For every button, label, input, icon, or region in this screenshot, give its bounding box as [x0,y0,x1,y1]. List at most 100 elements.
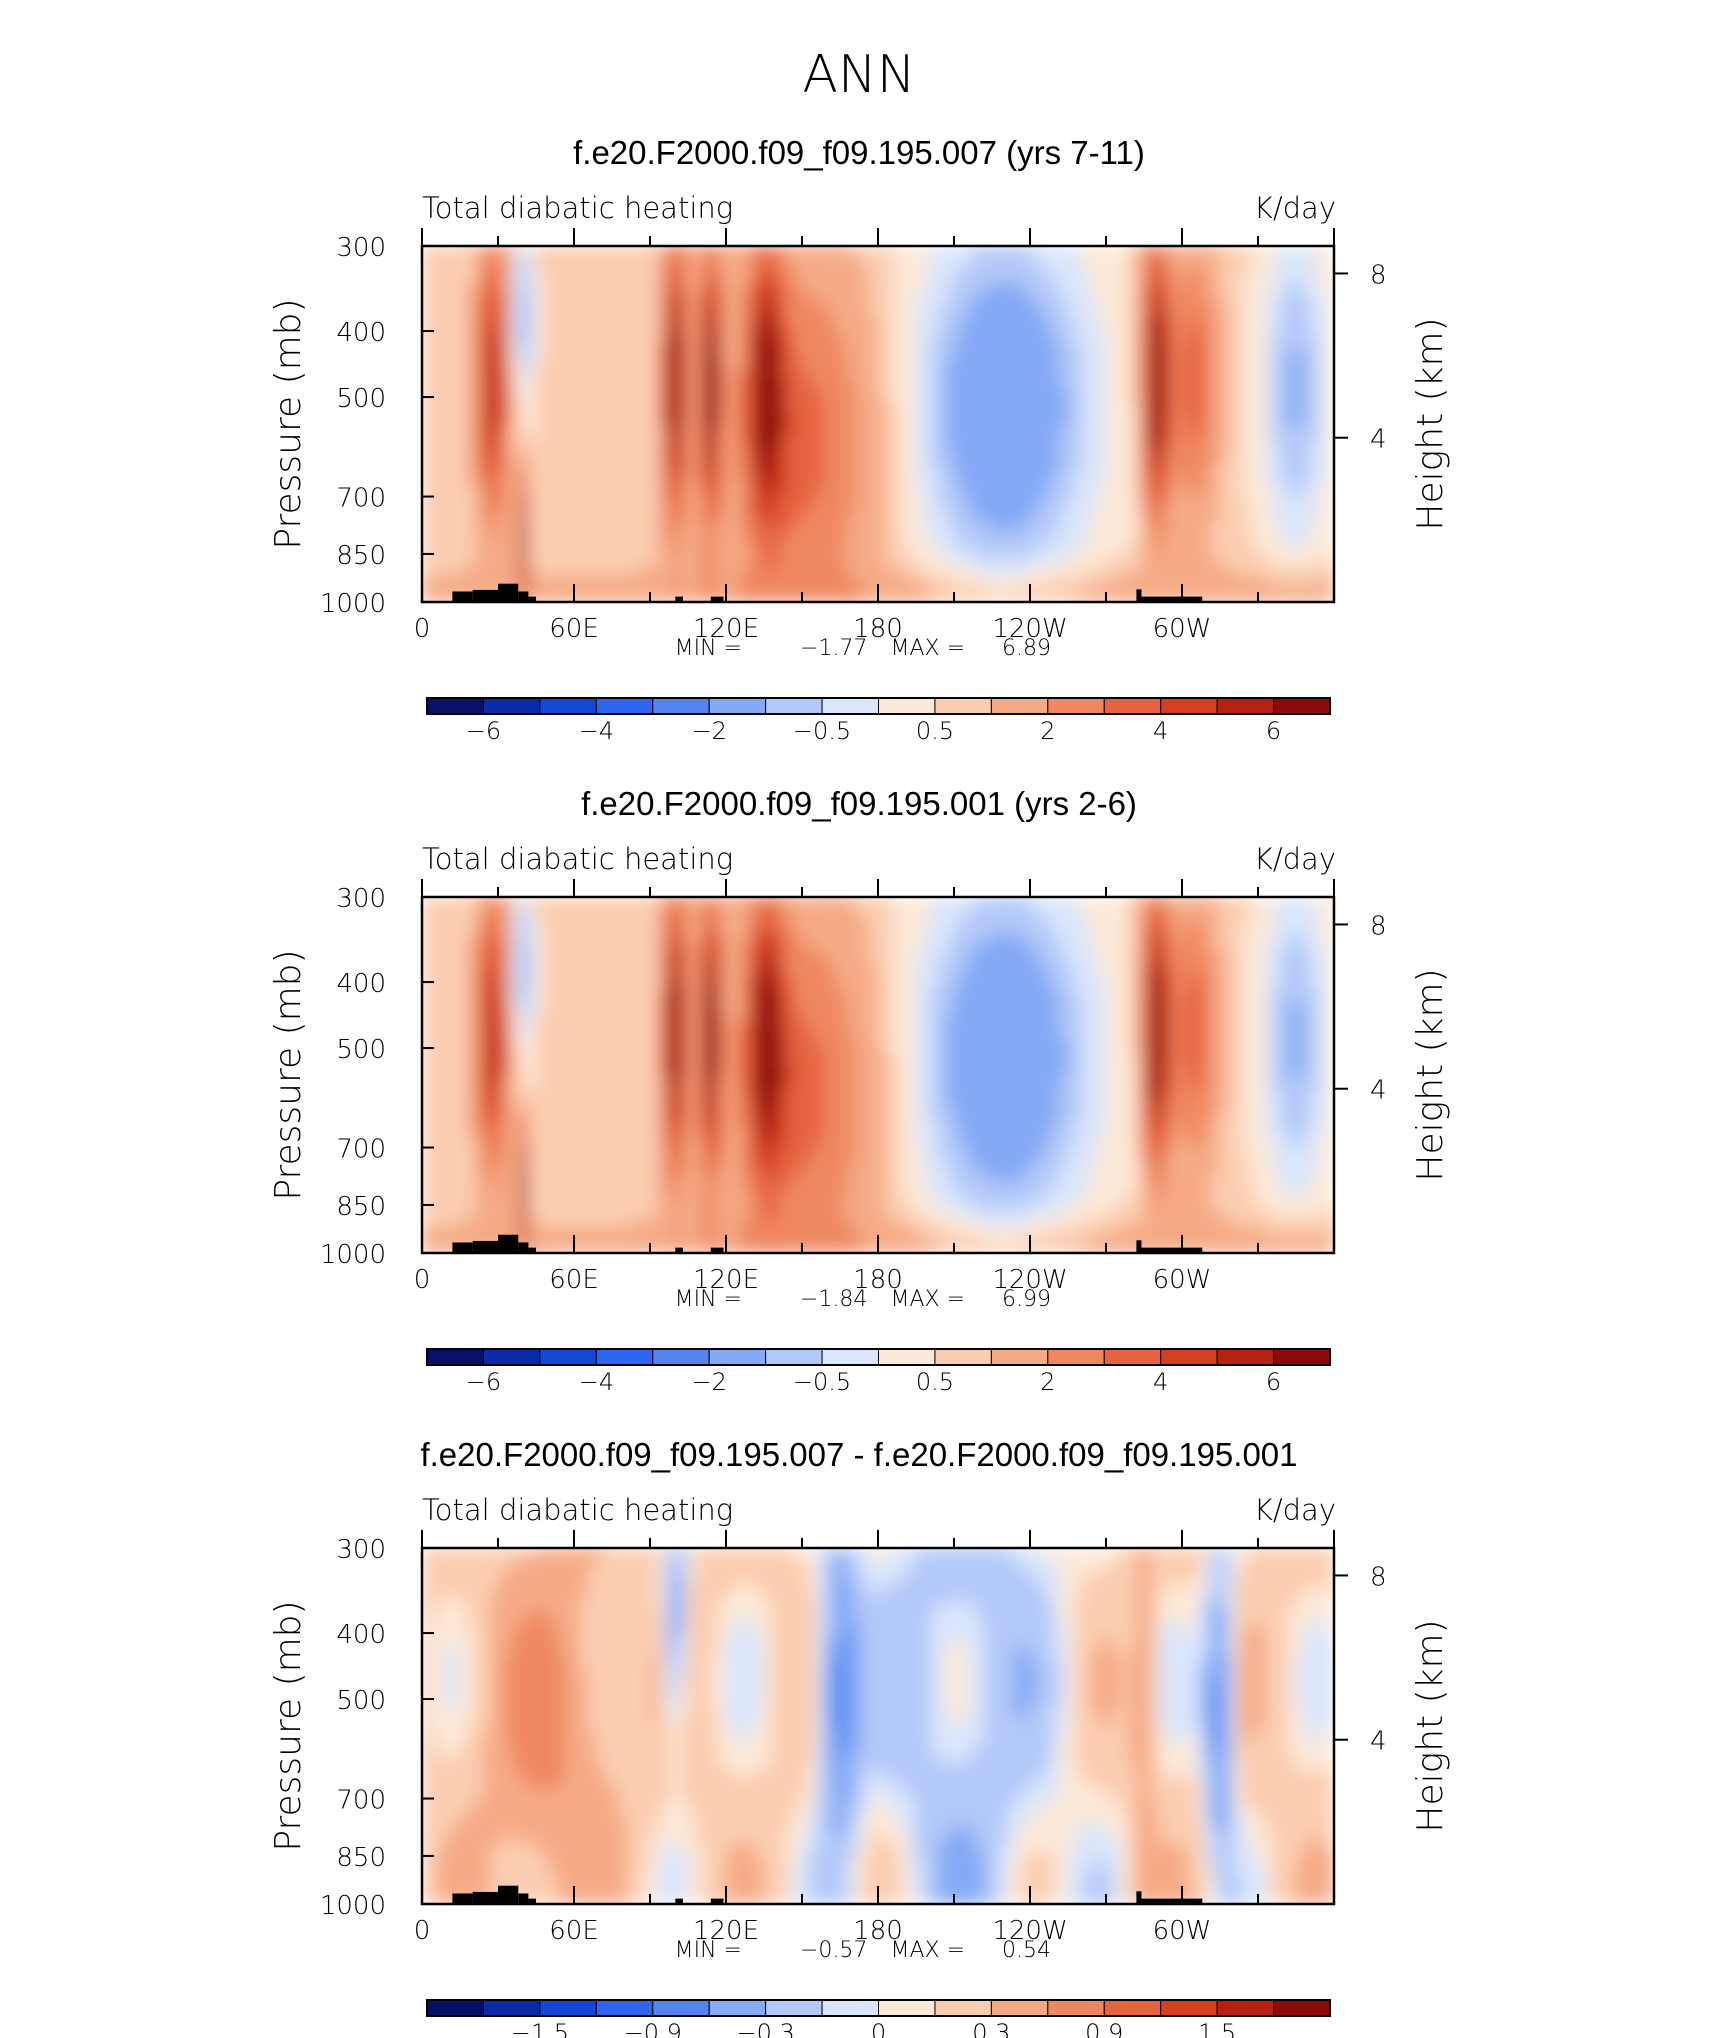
colorbar-label: 6 [1266,717,1281,745]
max-value: 6.99 [1002,1287,1051,1312]
colorbar-swatch [1103,1999,1162,2017]
y-tick-label: 700 [336,1135,386,1165]
x-tick-label: 60E [549,1265,599,1295]
min-label: MIN = [675,1938,742,1963]
y-right-tick-label: 8 [1370,260,1387,290]
topography-mask [675,596,683,602]
colorbar-label: −4 [579,717,614,745]
y-right-tick-label: 8 [1370,1562,1387,1592]
colorbar-swatch [765,1999,823,2017]
heatmap-field [422,246,1334,602]
y-tick-label: 300 [336,1535,386,1565]
y-tick-label: 1000 [320,1240,386,1270]
colorbar-swatch [765,697,823,715]
topography-mask [472,589,498,602]
colorbar-swatch [934,697,992,715]
y-tick-label: 300 [336,884,386,914]
colorbar-swatch [595,697,654,715]
topography-mask [1136,1891,1142,1904]
topography-mask [710,1898,724,1904]
colorbar-swatch [1273,697,1331,715]
colorbar-swatch [1216,1999,1275,2017]
max-value: 6.89 [1002,636,1051,661]
topography-mask [518,1242,529,1253]
colorbar: −6 −4 −2 −0.5 0.5 2 4 6 [426,1348,1331,1396]
colorbar-label: 0.9 [1085,2019,1123,2038]
colorbar-swatch [539,1999,597,2017]
colorbar-label: −0.3 [736,2019,794,2038]
y-right-axis-label: Height (km) [1410,317,1451,530]
colorbar-label: −2 [691,1368,726,1396]
colorbar-swatch [821,1348,879,1366]
topography-mask [528,596,536,602]
colorbar-swatch [1047,1999,1105,2017]
topography-mask [1141,596,1203,602]
x-tick-label: 120E [693,614,759,644]
x-tick-label: 60W [1153,614,1212,644]
colorbar-label: 2 [1040,1368,1055,1396]
panel-left-label: Total diabatic heating [422,191,733,225]
colorbar-label: −6 [466,1368,501,1396]
colorbar-swatch [482,1348,541,1366]
colorbar-label: 2 [1040,717,1055,745]
max-value: 0.54 [1002,1938,1051,1963]
topography-mask [675,1247,683,1253]
colorbar-swatch [595,1999,654,2017]
heatmap-field [422,1548,1334,1904]
colorbar-swatch [1047,697,1105,715]
y-axis-label: Pressure (mb) [268,949,309,1200]
figure-title: ANN [802,45,915,105]
colorbar-swatch [1047,1348,1105,1366]
colorbar-swatch [652,1999,710,2017]
colorbar-swatch [539,697,597,715]
colorbar-label: −6 [466,717,501,745]
topography-mask [1136,589,1142,602]
colorbar-swatch [1103,1348,1162,1366]
min-label: MIN = [675,636,742,661]
colorbar-swatch [1160,1348,1218,1366]
topography-mask [1136,1240,1142,1253]
colorbar-label: 1.5 [1198,2019,1236,2038]
y-tick-label: 700 [336,1786,386,1816]
panel-title: f.e20.F2000.f09_f09.195.007 - f.e20.F200… [420,1436,1297,1473]
colorbar-swatch [878,1348,936,1366]
colorbar-label: 0.5 [916,1368,954,1396]
min-value: −0.57 [800,1938,867,1963]
colorbar-label: −0.5 [793,717,851,745]
colorbar-swatch [990,1999,1049,2017]
y-tick-label: 850 [336,541,386,571]
colorbar-label: −1.5 [511,2019,569,2038]
y-tick-label: 1000 [320,1891,386,1921]
colorbar-frame [426,1999,1331,2017]
max-label: MAX = [890,1287,965,1312]
colorbar-swatch [1160,697,1218,715]
colorbar-swatch [934,1348,992,1366]
y-tick-label: 700 [336,484,386,514]
colorbar-swatch [878,1999,936,2017]
x-tick-label: 120W [992,1265,1067,1295]
x-tick-label: 60W [1153,1265,1212,1295]
topography-mask [518,591,529,602]
y-axis-label: Pressure (mb) [268,298,309,549]
colorbar-swatch [426,697,484,715]
colorbar-swatch [878,697,936,715]
panel-units-label: K/day [1254,191,1336,225]
topography-mask [498,583,519,602]
y-tick-label: 400 [336,1620,386,1650]
topography-mask [452,1242,473,1253]
y-right-tick-label: 4 [1370,1727,1387,1757]
x-tick-label: 120E [693,1916,759,1946]
colorbar-swatch [1216,1348,1275,1366]
topography-mask [710,1247,724,1253]
colorbar-label: −4 [579,1368,614,1396]
x-tick-label: 180 [853,1265,903,1295]
panel-left-label: Total diabatic heating [422,842,733,876]
colorbar-swatch [1273,1348,1331,1366]
x-tick-label: 180 [853,1916,903,1946]
colorbar-label: 0.5 [916,717,954,745]
colorbar-swatch [482,1999,541,2017]
colorbar-swatch [1160,1999,1218,2017]
colorbar-label: 0.3 [972,2019,1010,2038]
colorbar-label: 6 [1266,1368,1281,1396]
